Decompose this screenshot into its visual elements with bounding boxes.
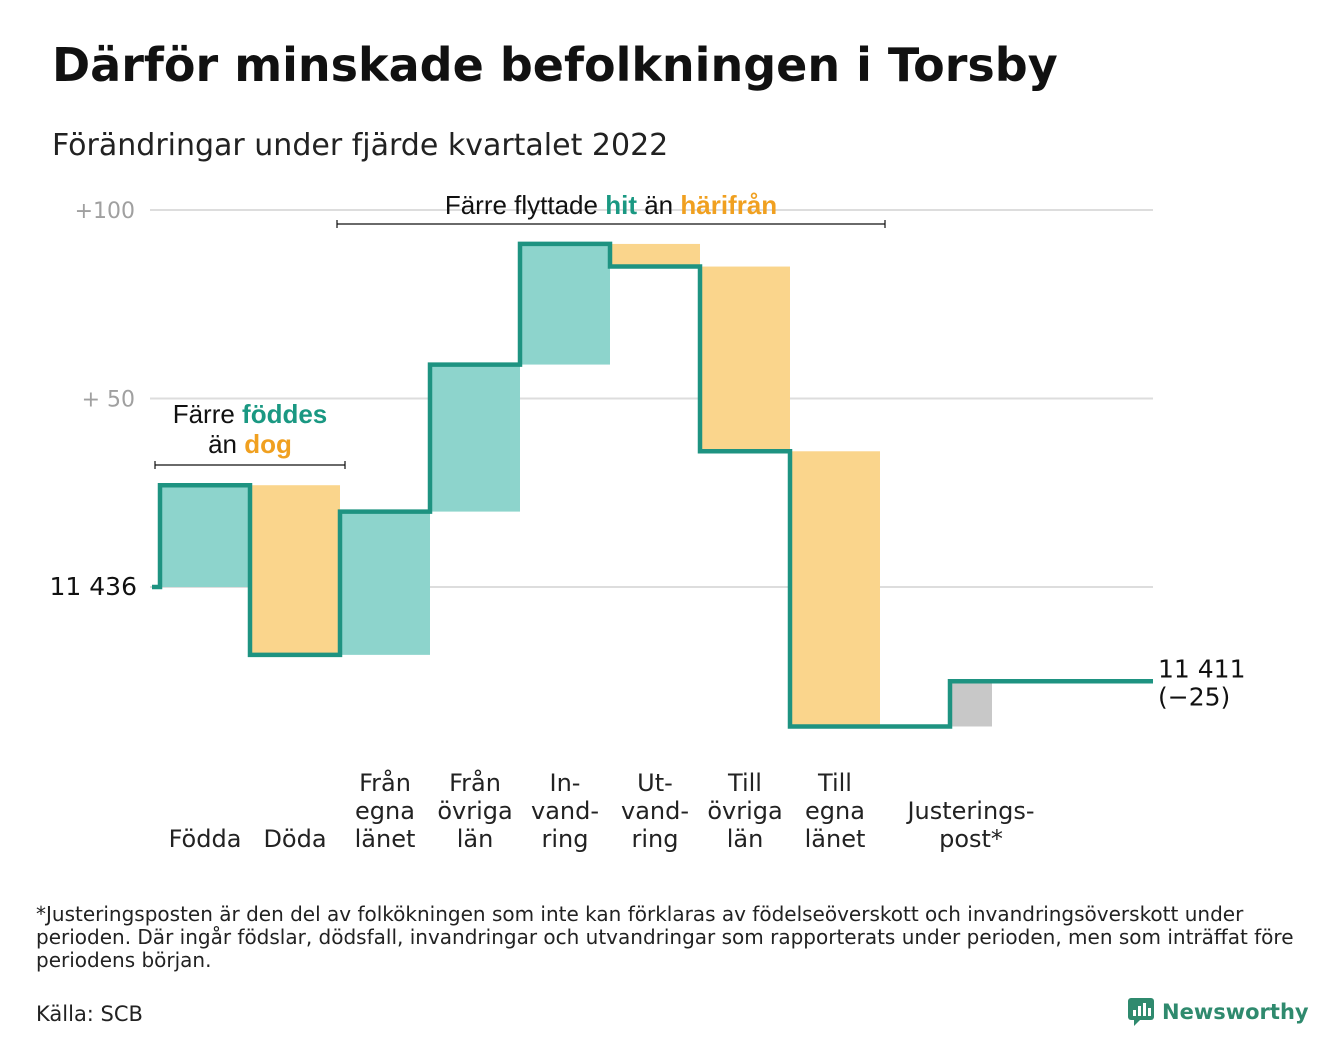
newsworthy-logo-icon xyxy=(1128,998,1154,1026)
category-label: övriga xyxy=(437,797,512,825)
annotation-migration: Färre flyttade hit än härifrån xyxy=(445,190,777,220)
annotation-births-deaths-line2: än dog xyxy=(208,429,292,459)
category-label: egna xyxy=(355,797,415,825)
annotation-births-deaths: Färre föddes xyxy=(173,399,328,429)
annotation-births-deaths-part: Färre xyxy=(173,399,242,429)
category-label: In- xyxy=(550,769,581,797)
category-label: län xyxy=(457,825,494,853)
brand-logo: Newsworthy xyxy=(1128,998,1309,1026)
bar-3 xyxy=(430,364,520,512)
end-value-label: 11 411 xyxy=(1158,654,1245,683)
category-label: länet xyxy=(805,825,866,853)
bar-5 xyxy=(610,243,700,267)
chart-title: Därför minskade befolkningen i Torsby xyxy=(52,38,1058,92)
bar-7 xyxy=(790,451,880,727)
end-change-label: (−25) xyxy=(1158,682,1230,711)
category-label: Ut- xyxy=(637,769,673,797)
footnote: *Justeringsposten är den del av folkökni… xyxy=(36,902,1294,972)
bar-2 xyxy=(340,511,430,655)
category-label: Från xyxy=(449,768,501,797)
category-label: ring xyxy=(542,825,589,853)
category-label: Från xyxy=(359,768,411,797)
annotation-births-deaths-line2-part: dog xyxy=(244,429,292,459)
category-label: länet xyxy=(355,825,416,853)
source-label: Källa: SCB xyxy=(36,1002,143,1026)
category-label: Till xyxy=(817,769,852,797)
category-label: Döda xyxy=(263,825,326,853)
annotation-migration-part: hit xyxy=(605,190,637,220)
category-label: vand- xyxy=(621,797,689,825)
bar-0 xyxy=(160,485,250,587)
annotation-births-deaths-part: föddes xyxy=(242,399,327,429)
annotation-migration-part: Färre flyttade xyxy=(445,190,605,220)
annotation-migration-part: härifrån xyxy=(680,190,777,220)
brand-name: Newsworthy xyxy=(1162,1000,1309,1024)
category-label: Till xyxy=(727,769,762,797)
chart-subtitle: Förändringar under fjärde kvartalet 2022 xyxy=(52,128,669,163)
category-label: egna xyxy=(805,797,865,825)
waterfall-step-line xyxy=(152,241,1153,729)
category-label: post* xyxy=(939,825,1003,853)
category-label: övriga xyxy=(707,797,782,825)
category-label: Justerings- xyxy=(905,797,1034,825)
bar-6 xyxy=(700,266,790,452)
bar-8 xyxy=(950,681,992,727)
category-label: vand- xyxy=(531,797,599,825)
y-tick-label: +100 xyxy=(75,199,135,224)
start-value-label: 11 436 xyxy=(50,572,137,601)
category-label: Födda xyxy=(169,825,242,853)
annotation-births-deaths-line2-part: än xyxy=(208,429,244,459)
annotation-migration-part: än xyxy=(637,190,680,220)
bar-1 xyxy=(250,485,340,655)
category-label: ring xyxy=(632,825,679,853)
bar-4 xyxy=(520,243,610,365)
y-tick-label: + 50 xyxy=(82,388,135,413)
category-label: län xyxy=(727,825,764,853)
